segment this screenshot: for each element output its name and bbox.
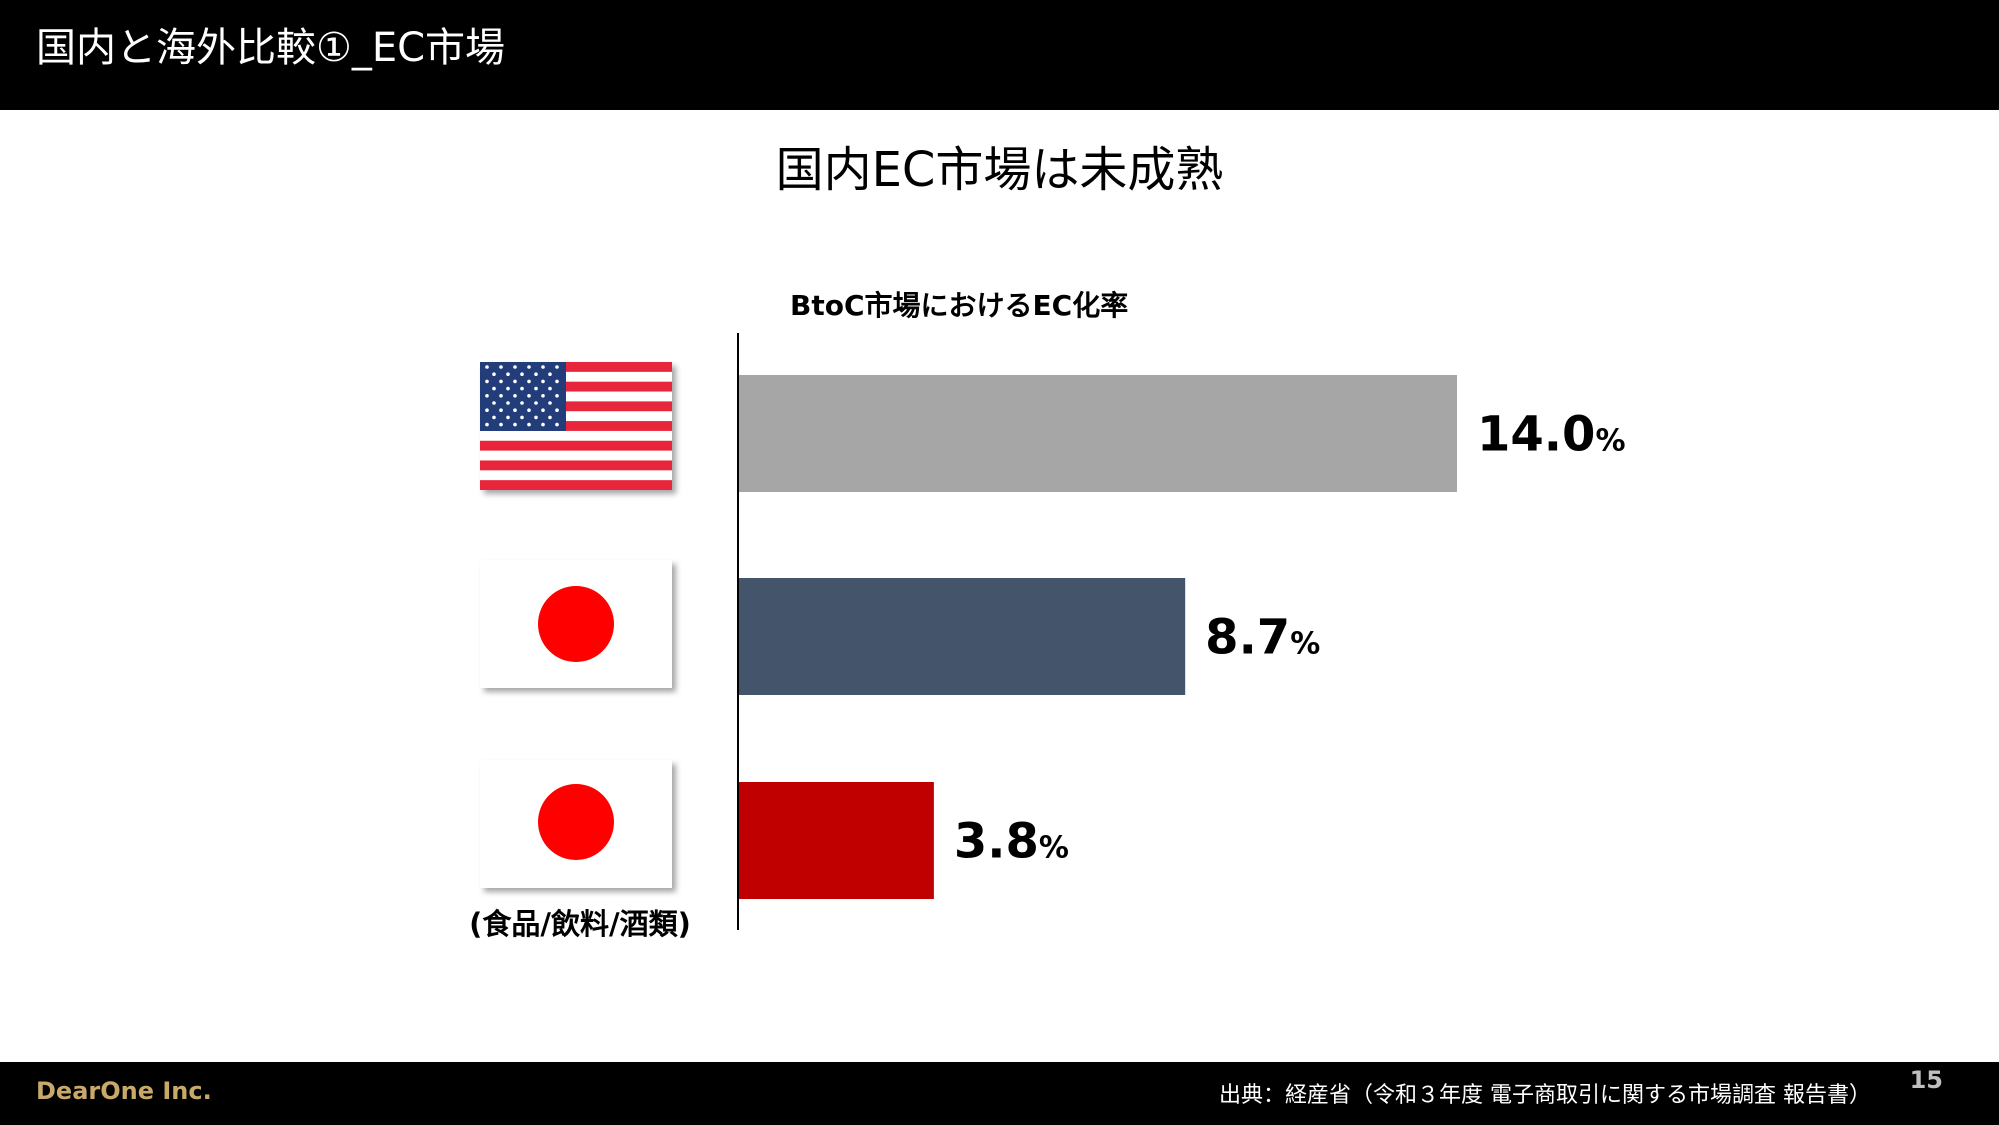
header-bar: 国内と海外比較①_EC市場 bbox=[0, 0, 1999, 110]
bar-japan-food bbox=[739, 782, 934, 899]
page-number: 15 bbox=[1909, 1066, 1943, 1094]
slide-heading: 国内EC市場は未成熟 bbox=[775, 142, 1224, 198]
japan-flag-icon bbox=[480, 560, 672, 688]
source-citation: 出典：経産省（令和３年度 電子商取引に関する市場調査 報告書） bbox=[1219, 1083, 1871, 1108]
data-label: 8.7% bbox=[1205, 610, 1320, 666]
company-logo: DearOne Inc. bbox=[36, 1077, 212, 1105]
us-flag-icon bbox=[480, 362, 672, 490]
footer-bar: DearOne Inc. 出典：経産省（令和３年度 電子商取引に関する市場調査 … bbox=[0, 1062, 1999, 1125]
chart-title: BtoC市場におけるEC化率 bbox=[790, 289, 1129, 322]
bar-chart: (食品/飲料/酒類) 14.0% 8.7% 3.8% bbox=[469, 333, 1626, 941]
page-title: 国内と海外比較①_EC市場 bbox=[36, 25, 506, 71]
bar-japan bbox=[739, 578, 1186, 695]
japan-flag-food-icon bbox=[480, 760, 672, 888]
data-label: 14.0% bbox=[1477, 407, 1626, 463]
bar-us bbox=[739, 375, 1457, 492]
category-label-food: (食品/飲料/酒類) bbox=[469, 907, 691, 941]
data-label: 3.8% bbox=[954, 814, 1069, 870]
